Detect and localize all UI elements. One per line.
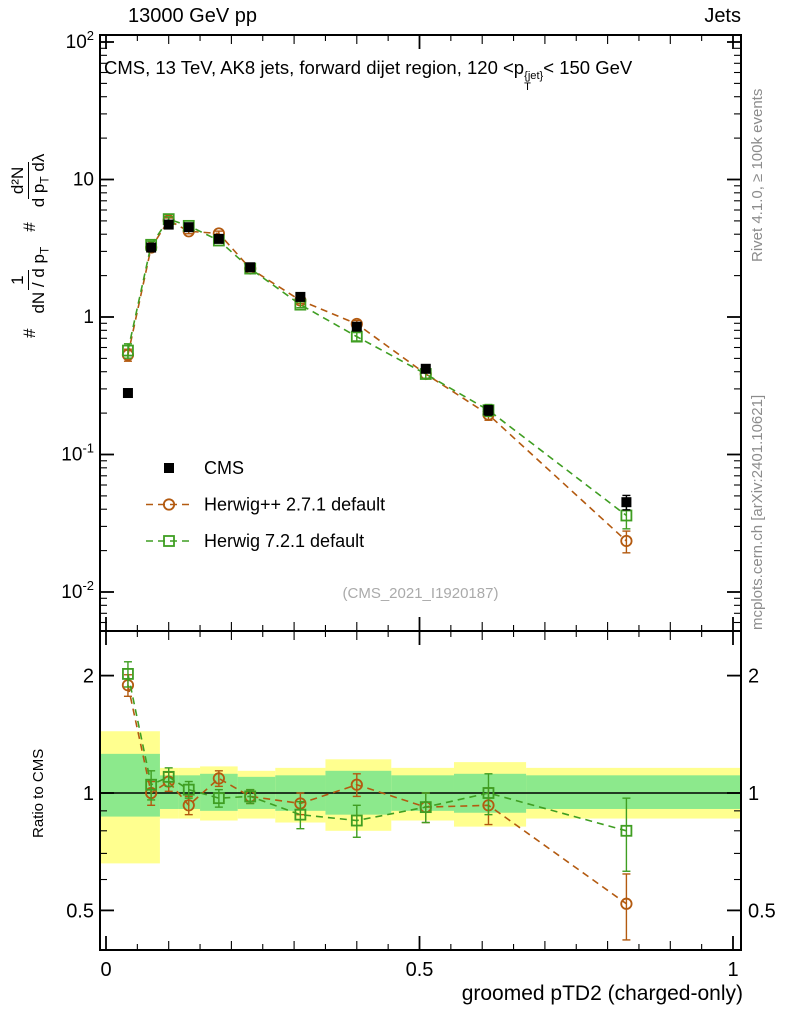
analysis-group-label: Jets (704, 5, 741, 27)
main-y-tick-label: 1 (83, 307, 94, 328)
data-marker (182, 783, 195, 796)
data-marker (420, 363, 431, 374)
main-y-tick-label: 10-2 (61, 578, 94, 603)
ratio-y-tick-label-left: 1 (83, 783, 94, 805)
data-marker (212, 772, 225, 785)
main-panel-frame (99, 34, 742, 632)
tick-labels: 102 10 1 10-1 10-2 2 2 1 1 0.5 0.5 0 0.5 1 (61, 28, 776, 981)
panel-title-sub: T (524, 81, 531, 94)
green-band-bin (526, 775, 740, 809)
x-axis-title: groomed pTD2 (charged-only) (461, 982, 743, 1005)
data-marker (295, 291, 306, 302)
data-marker (122, 344, 134, 357)
data-marker (483, 405, 494, 416)
ratio-y-tick-label-right: 1 (748, 783, 759, 805)
data-marker (213, 233, 224, 244)
data-marker (294, 808, 307, 821)
legend: CMS Herwig++ 2.7.1 default Herwig 7.2.1 de… (146, 458, 385, 551)
beam-energy-label: 13000 GeV pp (128, 5, 257, 27)
data-marker (621, 497, 632, 508)
data-marker (620, 824, 633, 837)
rivet-version-label: Rivet 4.1.0, ≥ 100k events (749, 88, 766, 262)
ylabel-hash-2: # (19, 222, 39, 232)
data-marker (245, 262, 256, 273)
data-marker (122, 388, 133, 399)
legend-entry-herwig7: Herwig 7.2.1 default (146, 531, 364, 551)
series-herwig7-main (122, 213, 633, 530)
series-herwig7-ratio (122, 661, 633, 872)
panel-title-sup: {jet} (524, 69, 544, 82)
watermark-analysis-id: (CMS_2021_I1920187) (342, 585, 499, 602)
data-marker (212, 792, 225, 805)
data-marker (182, 799, 195, 812)
data-marker (351, 321, 362, 332)
axis-ticks (100, 35, 741, 950)
legend-label: Herwig++ 2.7.1 default (204, 495, 385, 515)
ratio-y-tick-label-left: 2 (83, 666, 94, 688)
ratio-y-tick-label-right: 0.5 (748, 900, 776, 922)
data-marker (162, 498, 176, 511)
main-y-tick-label: 10-1 (61, 441, 94, 466)
legend-label: Herwig 7.2.1 default (204, 531, 364, 551)
ylabel-fraction-2: d²N d pT dλ (8, 149, 51, 213)
panel-title-supsub: {jet} T (524, 69, 544, 94)
x-tick-label: 1 (727, 959, 738, 981)
ratio-y-tick-label-left: 0.5 (66, 900, 94, 922)
ratio-y-axis-title: Ratio to CMS (30, 748, 47, 838)
series-cms-main (122, 219, 632, 511)
x-tick-label: 0.5 (406, 959, 434, 981)
ylabel-hash-1: # (19, 328, 39, 338)
ratio-y-tick-label-right: 2 (748, 666, 759, 688)
data-marker (145, 778, 158, 791)
data-marker (146, 242, 157, 253)
ylabel-f1-num: 1 (8, 270, 29, 290)
data-marker (163, 535, 175, 547)
x-tick-label: 0 (100, 959, 111, 981)
main-y-tick-label: 10 (73, 170, 94, 191)
data-marker (482, 787, 495, 799)
data-marker (350, 814, 363, 827)
panel-title-prefix: CMS, 13 TeV, AK8 jets, forward dijet reg… (104, 57, 525, 78)
ylabel-fraction-1: 1 dN / d pT (8, 242, 51, 319)
legend-entry-cms: CMS (164, 458, 244, 478)
data-marker (183, 222, 194, 233)
panel-title-suffix: < 150 GeV (543, 57, 633, 78)
data-marker (163, 219, 174, 230)
data-marker (419, 801, 432, 814)
data-marker (620, 534, 633, 548)
data-marker (162, 770, 175, 783)
ylabel-f2-den: d pT dλ (29, 153, 52, 208)
main-y-axis-title: # 1 dN / d pT # d²N d pT dλ (8, 149, 51, 338)
panel-title: CMS, 13 TeV, AK8 jets, forward dijet reg… (104, 57, 632, 93)
data-marker (620, 897, 633, 910)
data-marker (164, 463, 174, 473)
legend-label: CMS (204, 458, 244, 478)
mcplots-citation-label: mcplots.cern.ch [arXiv:2401.10621] (749, 394, 766, 630)
data-marker (244, 790, 257, 803)
ratio-uncertainty-bands (101, 731, 740, 864)
ratio-panel-frame (99, 630, 742, 951)
main-y-tick-label: 102 (66, 28, 94, 53)
ylabel-f2-num: d²N (8, 161, 29, 200)
data-marker (122, 668, 134, 680)
ylabel-f1-den: dN / d pT (29, 246, 52, 314)
legend-entry-herwigpp: Herwig++ 2.7.1 default (146, 495, 385, 515)
data-marker (350, 778, 363, 791)
